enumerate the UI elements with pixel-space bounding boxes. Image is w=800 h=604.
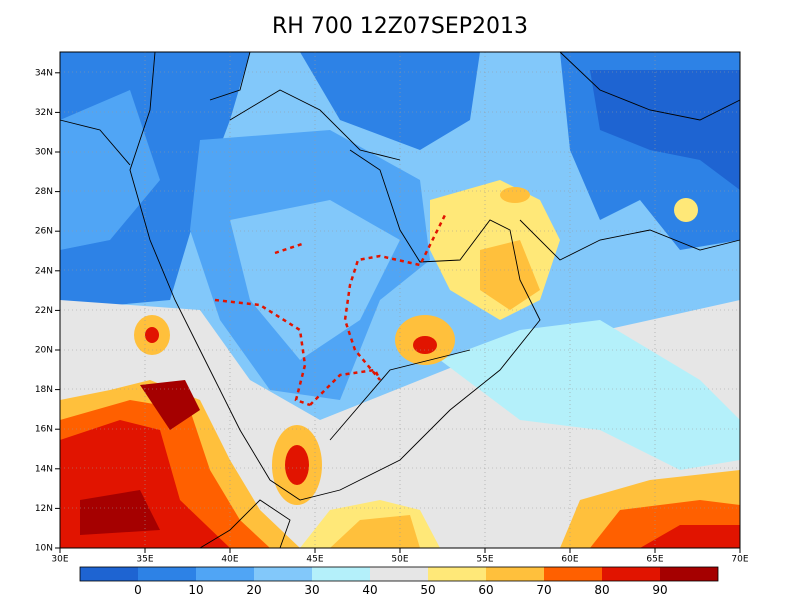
lat-label: 34N <box>35 68 53 78</box>
colorbar-swatch <box>486 567 544 581</box>
lon-label: 40E <box>221 555 238 565</box>
lon-label: 35E <box>136 555 153 565</box>
lat-label: 18N <box>35 385 53 395</box>
lat-label: 30N <box>35 148 53 158</box>
colorbar-swatch <box>254 567 312 581</box>
colorbar-label: 60 <box>478 583 493 597</box>
colorbar-swatch <box>602 567 660 581</box>
coastlines <box>59 51 741 549</box>
graticule <box>60 52 740 548</box>
lat-label: 22N <box>35 306 53 316</box>
lat-label: 16N <box>35 425 53 435</box>
colorbar-label: 40 <box>362 583 377 597</box>
colorbar-frame <box>79 566 719 582</box>
colorbar-label: 30 <box>304 583 319 597</box>
lon-label: 45E <box>306 555 323 565</box>
lon-label: 30E <box>51 555 68 565</box>
colorbar-label: 20 <box>246 583 261 597</box>
lon-label: 70E <box>731 555 748 565</box>
colorbar-swatch <box>80 567 138 581</box>
colorbar-label: 50 <box>420 583 435 597</box>
colorbar-swatch <box>428 567 486 581</box>
colorbar-label: 90 <box>652 583 667 597</box>
colorbar-swatch <box>196 567 254 581</box>
lon-label: 55E <box>476 555 493 565</box>
lat-label: 10N <box>35 544 53 554</box>
lat-label: 12N <box>35 504 53 514</box>
annotation-lines <box>214 214 447 407</box>
lat-label: 20N <box>35 346 53 356</box>
lon-label: 50E <box>391 555 408 565</box>
lon-label: 65E <box>646 555 663 565</box>
lat-label: 26N <box>35 227 53 237</box>
colorbar-swatch <box>660 567 718 581</box>
colorbar-label: 70 <box>536 583 551 597</box>
colorbar-swatch <box>138 567 196 581</box>
colorbar-label: 0 <box>134 583 142 597</box>
lat-label: 32N <box>35 108 53 118</box>
colorbar-swatch <box>544 567 602 581</box>
colorbar-swatch <box>370 567 428 581</box>
title: RH 700 12Z07SEP2013 <box>272 14 528 39</box>
lat-label: 24N <box>35 266 53 276</box>
colorbar-label: 10 <box>188 583 203 597</box>
lat-label: 14N <box>35 464 53 474</box>
lat-label: 28N <box>35 187 53 197</box>
colorbar-swatch <box>312 567 370 581</box>
colorbar-label: 80 <box>594 583 609 597</box>
lon-label: 60E <box>561 555 578 565</box>
